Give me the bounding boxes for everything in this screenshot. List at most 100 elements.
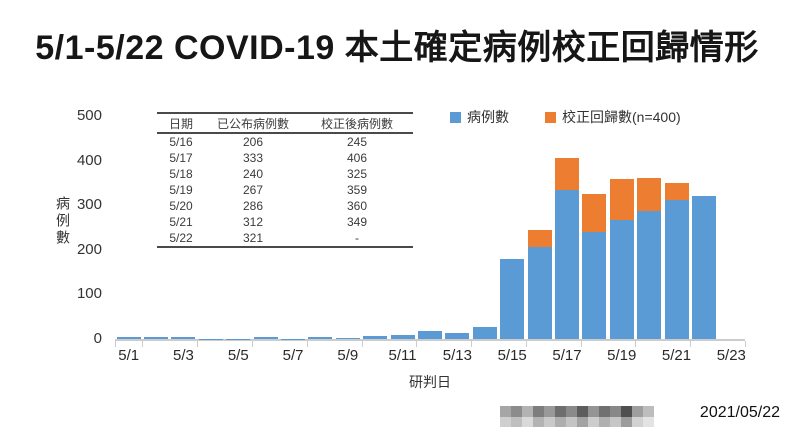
x-tick-label: 5/21 — [661, 347, 692, 364]
table-cell: 5/19 — [169, 183, 193, 197]
bar-slot-5-6 — [252, 116, 279, 339]
x-axis-ticks: 5/1 5/3 5/5 5/7 5/9 5/11 5/13 5/15 5/17 5/19 5/21 5… — [115, 347, 746, 365]
watermark-pixel — [500, 406, 511, 417]
bar-slot-5-2 — [142, 116, 169, 339]
x-tick-label: 5/1 — [118, 347, 140, 364]
table-cell: 206 — [242, 135, 264, 149]
bar-slot-5-17 — [553, 116, 580, 339]
bar-slot-5-3 — [170, 116, 197, 339]
watermark-pixel — [566, 416, 577, 427]
cases-segment — [445, 333, 470, 339]
table-cell: 5/17 — [169, 151, 193, 165]
table-row: 5/21 312 349 — [157, 214, 413, 230]
watermark-pixel — [621, 416, 632, 427]
bar-slot-5-16 — [526, 116, 553, 339]
cases-segment — [253, 337, 278, 339]
table-cell: 325 — [346, 167, 368, 181]
bar-slot-5-4 — [197, 116, 224, 339]
bar-slot-5-7 — [279, 116, 306, 339]
cases-segment — [417, 330, 442, 339]
y-tick-label: 300 — [76, 196, 102, 214]
table-cell: 349 — [346, 215, 368, 229]
watermark-pixel — [555, 406, 566, 417]
y-axis-ticks: 0 100 200 300 400 500 — [38, 108, 102, 347]
bar-slot-5-22 — [690, 116, 717, 339]
x-tick-mark — [525, 341, 527, 347]
x-tick-mark — [251, 341, 253, 347]
table-cell: 333 — [242, 151, 264, 165]
x-tick-label: 5/23 — [716, 347, 746, 364]
watermark-pixel — [511, 406, 522, 417]
table-row: 5/18 240 325 — [157, 166, 413, 182]
watermark-pixel — [522, 416, 533, 427]
bar-slot-5-1 — [115, 116, 142, 339]
x-tick-mark — [142, 341, 144, 347]
watermark-pixel — [610, 406, 621, 417]
watermark-pixel — [544, 416, 555, 427]
plot-area — [115, 116, 746, 347]
chart-legend: 病例數 校正回歸數(n=400) — [450, 107, 681, 127]
cases-segment — [308, 337, 333, 339]
bar-slot-5-19 — [608, 116, 635, 339]
legend-item-backlog: 校正回歸數(n=400) — [545, 107, 681, 127]
watermark-pixel — [566, 406, 577, 417]
watermark-pixel — [643, 406, 654, 417]
cases-segment — [116, 337, 141, 339]
cases-segment — [527, 247, 552, 339]
table-row: 5/20 286 360 — [157, 198, 413, 214]
bar-slot-5-10 — [362, 116, 389, 339]
x-axis-title: 研判日 — [409, 374, 451, 390]
cases-segment — [390, 334, 415, 339]
bar-slot-5-18 — [581, 116, 608, 339]
table-row: 5/17 333 406 — [157, 150, 413, 166]
correction-table: 日期 已公布病例數 校正後病例數 5/16 206 245 5/17 333 406 5/18 2… — [157, 112, 413, 248]
table-cell: 267 — [242, 183, 264, 197]
bar-slot-5-5 — [225, 116, 252, 339]
backlog-swatch-icon — [545, 111, 556, 123]
watermark-pixel — [610, 416, 621, 427]
x-tick-label: 5/11 — [388, 347, 417, 364]
bar-slot-5-13 — [444, 116, 471, 339]
bar-slot-5-20 — [635, 116, 662, 339]
x-tick-label: 5/9 — [337, 347, 359, 364]
watermark-pixel — [522, 406, 533, 417]
watermark-pixel — [577, 406, 588, 417]
x-tick-label: 5/7 — [282, 347, 304, 364]
x-tick-mark — [580, 341, 582, 347]
watermark-pixel — [533, 416, 544, 427]
table-cell: - — [355, 231, 359, 245]
watermark-pixel — [632, 406, 643, 417]
cases-segment — [691, 195, 716, 339]
bar-series — [115, 116, 745, 339]
watermark-pixel — [621, 406, 632, 417]
bar-slot-5-12 — [416, 116, 443, 339]
table-cell: 286 — [242, 199, 264, 213]
table-cell: 359 — [346, 183, 368, 197]
watermark-pixel — [511, 416, 522, 427]
bar-slot-5-9 — [334, 116, 361, 339]
cases-segment — [472, 326, 497, 339]
x-tick-mark — [416, 341, 418, 347]
x-tick-mark — [471, 341, 473, 347]
legend-label-backlog: 校正回歸數(n=400) — [562, 109, 681, 125]
x-tick-mark — [306, 341, 308, 347]
x-tick-mark — [745, 341, 746, 347]
watermark-pixel — [632, 416, 643, 427]
watermark-pixel — [533, 406, 544, 417]
cases-segment — [144, 337, 169, 339]
table-header-cell: 校正後病例數 — [301, 113, 413, 134]
y-tick-label: 0 — [93, 330, 102, 347]
cases-segment — [582, 231, 607, 339]
x-tick-label: 5/5 — [227, 347, 249, 364]
cases-segment — [363, 335, 388, 339]
watermark-pixel — [588, 406, 599, 417]
y-tick-label: 200 — [76, 240, 102, 258]
table-cell: 5/18 — [169, 167, 193, 181]
table-row: 5/16 206 245 — [157, 133, 413, 150]
watermark-pixel — [577, 416, 588, 427]
table-row: 5/19 267 359 — [157, 182, 413, 198]
bar-slot-5-23 — [718, 116, 745, 339]
watermark-pixel — [555, 416, 566, 427]
cases-swatch-icon — [450, 111, 461, 123]
